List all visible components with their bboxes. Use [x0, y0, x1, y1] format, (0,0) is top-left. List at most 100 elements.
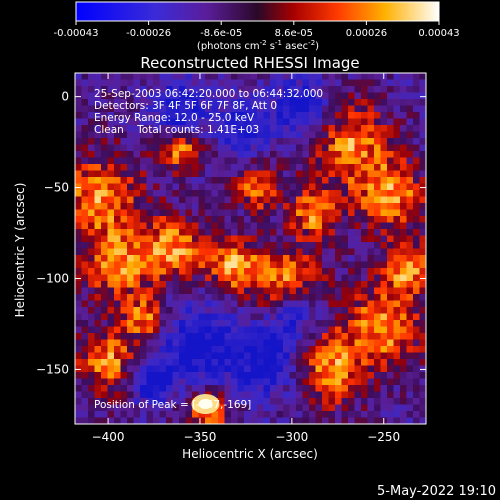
heatmap-cell: [114, 229, 121, 236]
x-tick-label: −350: [183, 430, 216, 444]
heatmap-cell: [263, 235, 271, 243]
heatmap-cell: [419, 79, 426, 87]
heatmap-cell: [335, 92, 342, 100]
heatmap-cell: [354, 118, 362, 126]
heatmap-cell: [250, 170, 258, 178]
heatmap-cell: [289, 255, 297, 262]
heatmap-cell: [348, 79, 355, 87]
heatmap-cell: [244, 339, 251, 347]
heatmap-cell: [361, 138, 368, 145]
heatmap-cell: [276, 274, 284, 282]
heatmap-cell: [374, 248, 381, 256]
heatmap-cell: [354, 307, 362, 314]
heatmap-cell: [400, 346, 407, 353]
heatmap-cell: [335, 242, 342, 249]
heatmap-cell: [88, 372, 95, 379]
heatmap-cell: [374, 112, 381, 119]
heatmap-cell: [114, 222, 121, 230]
heatmap-cell: [218, 313, 225, 321]
heatmap-cell: [354, 391, 362, 399]
heatmap-cell: [198, 274, 206, 282]
heatmap-cell: [270, 248, 277, 256]
heatmap-cell: [328, 287, 336, 295]
heatmap-cell: [380, 352, 388, 360]
heatmap-cell: [237, 378, 245, 386]
heatmap-cell: [335, 203, 342, 210]
heatmap-cell: [263, 222, 271, 230]
heatmap-cell: [341, 417, 349, 424]
heatmap-cell: [387, 138, 394, 145]
heatmap-cell: [367, 385, 375, 392]
heatmap-cell: [88, 196, 95, 204]
heatmap-cell: [257, 131, 264, 139]
heatmap-cell: [263, 307, 271, 314]
heatmap-cell: [302, 294, 310, 301]
heatmap-cell: [283, 313, 290, 321]
heatmap-cell: [413, 320, 420, 327]
heatmap-cell: [341, 255, 349, 262]
heatmap-cell: [296, 203, 303, 210]
heatmap-cell: [296, 385, 303, 392]
heatmap-cell: [283, 196, 290, 204]
heatmap-cell: [185, 339, 193, 347]
heatmap-cell: [192, 105, 199, 113]
heatmap-cell: [302, 385, 310, 392]
heatmap-cell: [101, 164, 108, 171]
heatmap-cell: [133, 125, 141, 132]
heatmap-cell: [237, 294, 245, 301]
heatmap-cell: [133, 307, 141, 314]
heatmap-cell: [94, 294, 102, 301]
heatmap-cell: [75, 86, 82, 93]
heatmap-cell: [159, 326, 167, 334]
heatmap-cell: [361, 79, 368, 87]
heatmap-cell: [315, 73, 323, 80]
heatmap-cell: [328, 209, 336, 217]
heatmap-cell: [406, 92, 414, 100]
heatmap-cell: [419, 177, 426, 184]
heatmap-cell: [270, 346, 277, 353]
heatmap-cell: [166, 300, 173, 308]
heatmap-cell: [107, 229, 115, 236]
heatmap-cell: [309, 372, 316, 379]
heatmap-cell: [361, 365, 368, 373]
heatmap-cell: [231, 333, 238, 340]
heatmap-cell: [218, 99, 225, 106]
heatmap-cell: [296, 112, 303, 119]
chart-title: Reconstructed RHESSI Image: [140, 54, 359, 72]
heatmap-cell: [309, 229, 316, 236]
heatmap-cell: [218, 216, 225, 223]
heatmap-cell: [289, 346, 297, 353]
heatmap-cell: [133, 209, 141, 217]
heatmap-cell: [94, 79, 102, 87]
heatmap-cell: [140, 79, 147, 87]
heatmap-cell: [153, 352, 160, 360]
heatmap-cell: [75, 268, 82, 275]
heatmap-cell: [335, 131, 342, 139]
heatmap-cell: [192, 144, 199, 152]
heatmap-cell: [328, 164, 336, 171]
heatmap-cell: [88, 242, 95, 249]
heatmap-cell: [361, 216, 368, 223]
heatmap-cell: [400, 229, 407, 236]
heatmap-cell: [140, 359, 147, 366]
heatmap-cell: [263, 105, 271, 113]
heatmap-cell: [231, 404, 238, 412]
heatmap-cell: [205, 411, 212, 418]
heatmap-cell: [211, 125, 219, 132]
heatmap-cell: [237, 177, 245, 184]
heatmap-cell: [133, 274, 141, 282]
heatmap-cell: [309, 333, 316, 340]
heatmap-cell: [218, 281, 225, 288]
heatmap-cell: [283, 274, 290, 282]
heatmap-cell: [374, 79, 381, 87]
heatmap-cell: [81, 125, 89, 132]
heatmap-cell: [400, 339, 407, 347]
heatmap-cell: [114, 242, 121, 249]
heatmap-cell: [257, 281, 264, 288]
heatmap-cell: [400, 86, 407, 93]
heatmap-cell: [406, 112, 414, 119]
heatmap-cell: [185, 125, 193, 132]
heatmap-cell: [172, 157, 180, 165]
heatmap-cell: [348, 268, 355, 275]
heatmap-cell: [107, 86, 115, 93]
